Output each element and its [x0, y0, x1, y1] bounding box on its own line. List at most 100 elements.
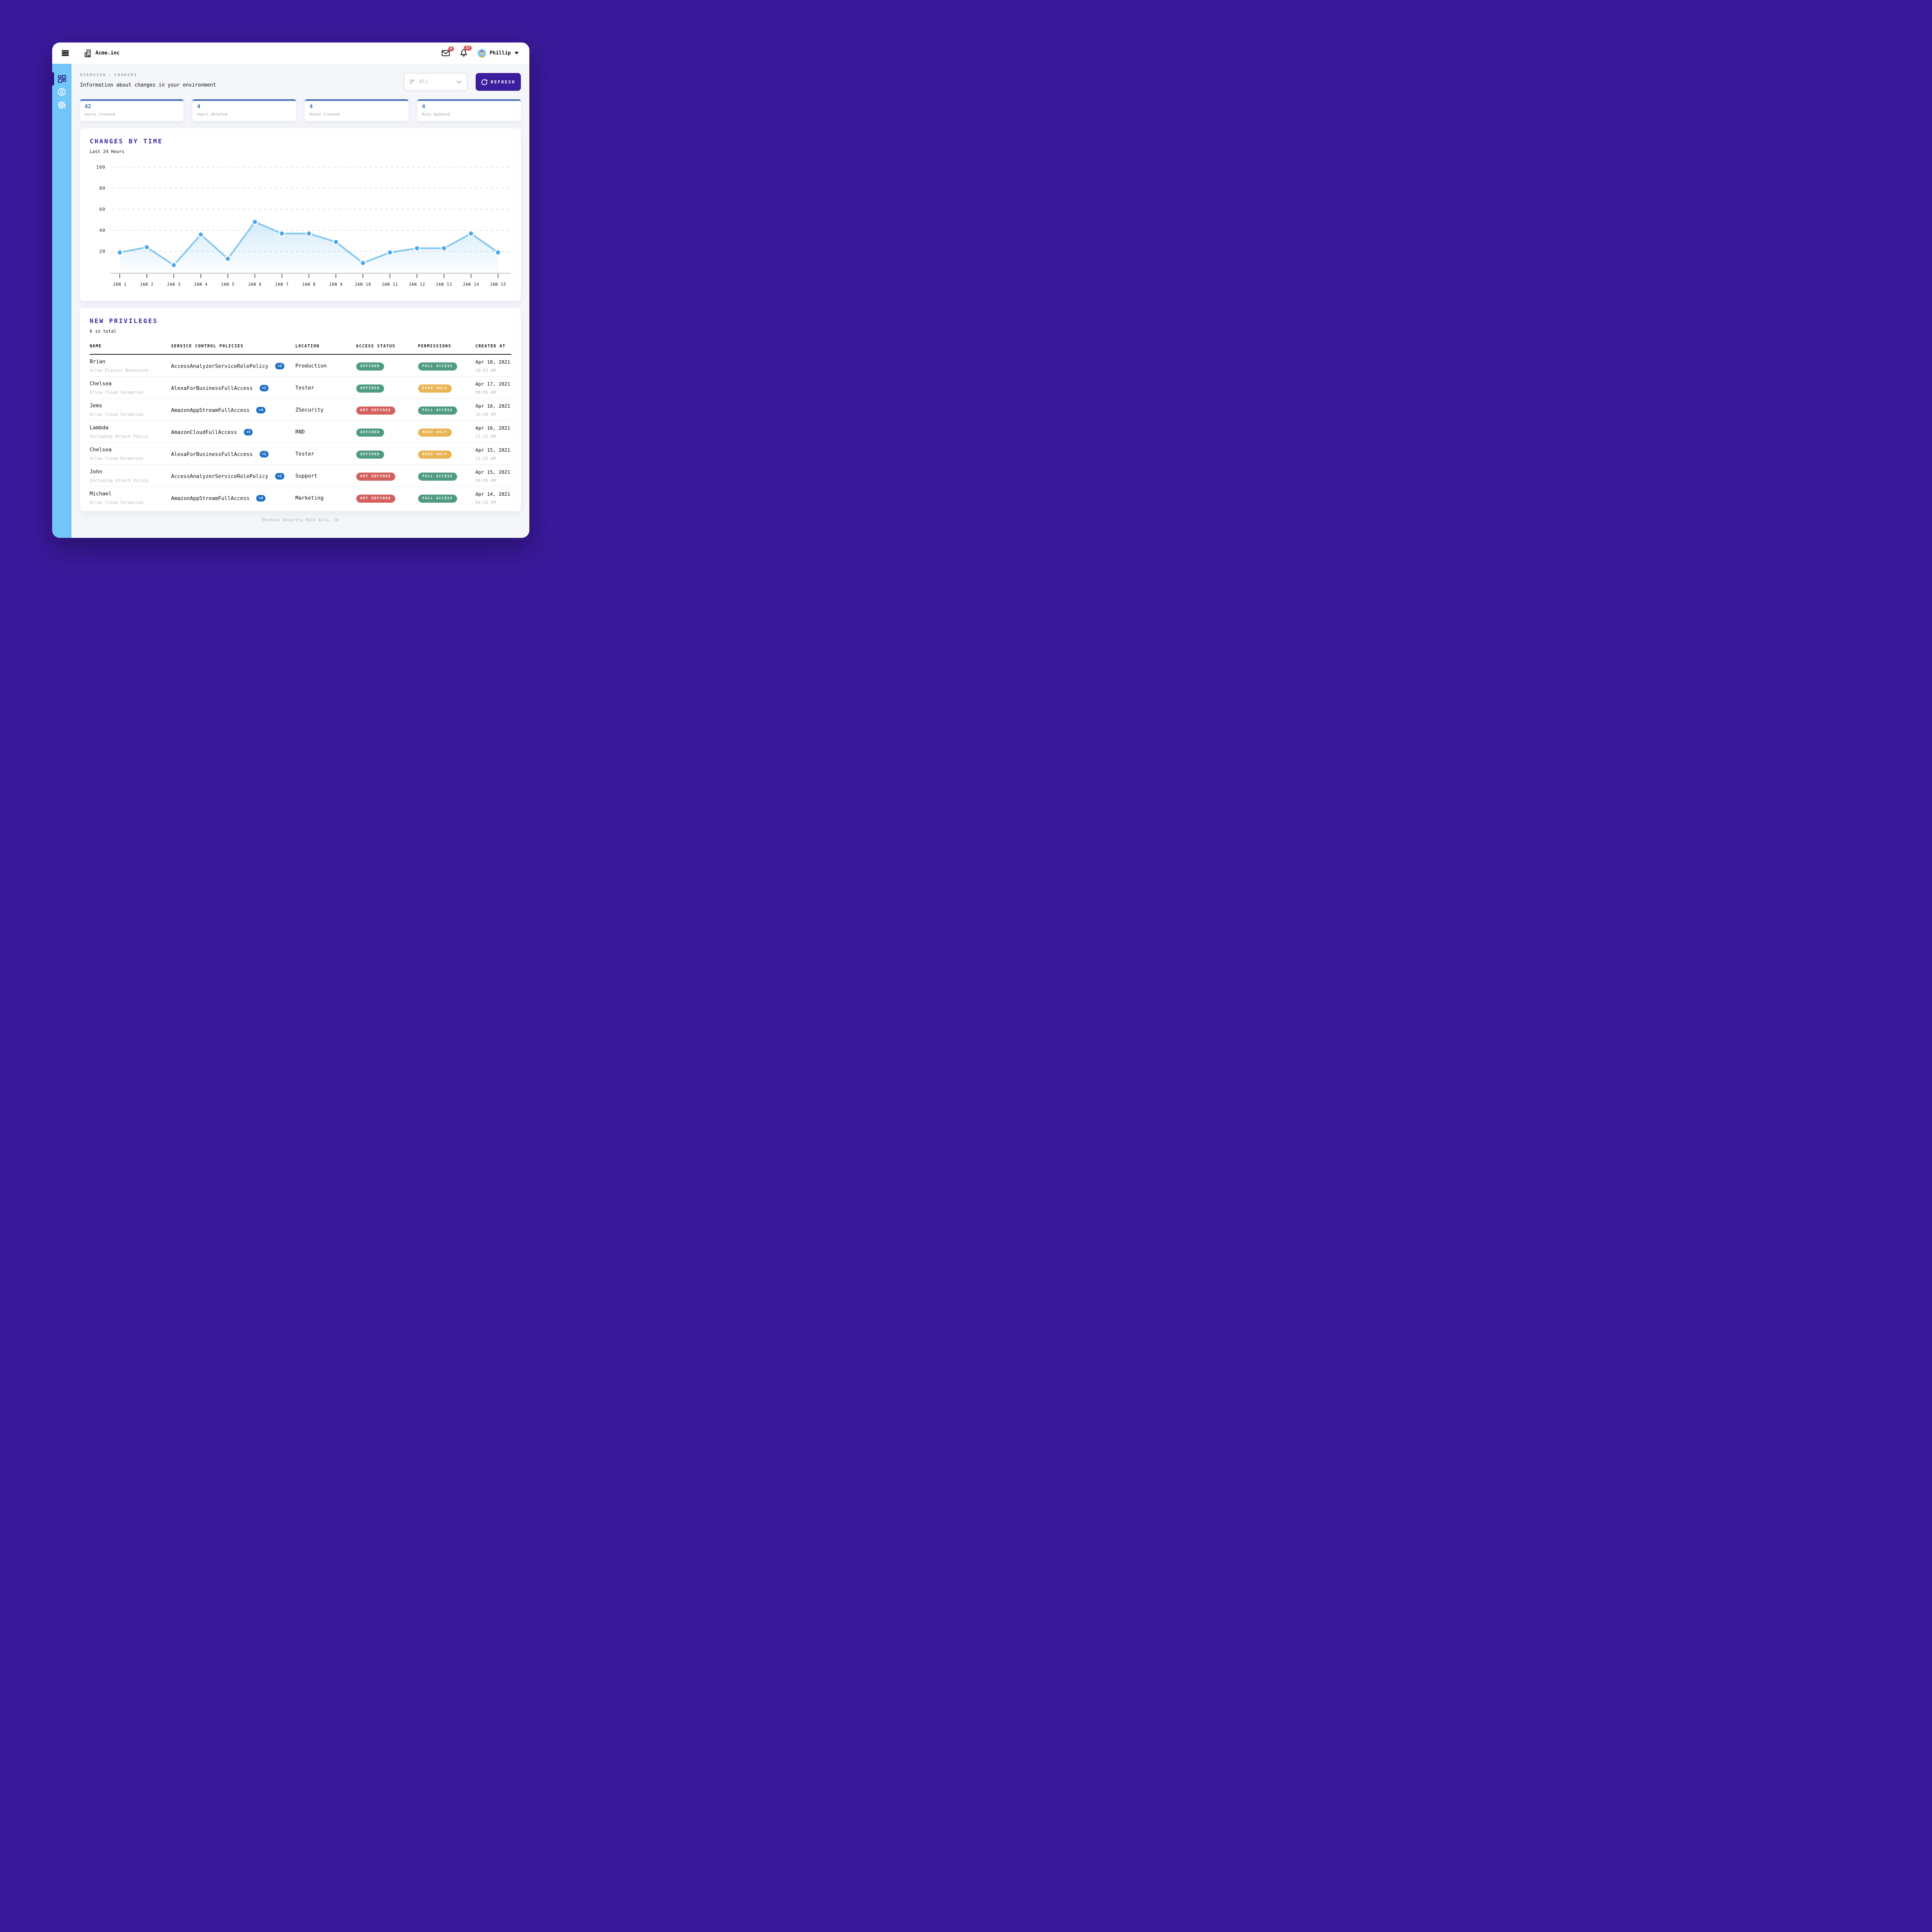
- row-subtitle: Including Attach Policy: [90, 434, 149, 439]
- row-subtitle: Including Attach Policy: [90, 478, 149, 483]
- sidebar-item-users[interactable]: [52, 85, 71, 99]
- access-status-badge: NOT DEFINED: [356, 494, 395, 503]
- refresh-label: REFRESH: [491, 79, 515, 85]
- permissions-badge: READ ONLY: [418, 384, 452, 393]
- row-created-time: 08:06 AM: [475, 389, 496, 395]
- svg-text:JAN 3: JAN 3: [167, 282, 181, 287]
- table-body: Brian Allow Elastic Beanstalk AccessAnal…: [90, 355, 511, 509]
- row-policy: AmazonCloudFullAccess: [171, 429, 237, 435]
- chart-title: CHANGES BY TIME: [90, 138, 163, 145]
- svg-text:JAN 2: JAN 2: [140, 282, 154, 287]
- stat-card-users-created: 42 Users Created: [80, 99, 184, 121]
- row-location: Support: [295, 473, 318, 479]
- stat-label: Users deleted: [197, 112, 228, 117]
- access-status-badge: NOT DEFINED: [356, 472, 395, 481]
- row-location: ZSecurity: [295, 406, 324, 413]
- row-location: Tester: [295, 451, 315, 457]
- policy-count-badge: +2: [275, 362, 284, 370]
- svg-text:JAN 10: JAN 10: [355, 282, 371, 287]
- row-location: RND: [295, 429, 305, 435]
- line-chart: 20 40 60 80 100 JAN 1 JAN 2 JAN 3 JAN 4 JAN 5 JAN …: [90, 160, 511, 289]
- stat-card-role-updated: 4 Role Updated: [417, 99, 521, 121]
- app-window: Acme.inc 4 17: [52, 43, 529, 538]
- avatar[interactable]: [478, 49, 486, 58]
- svg-text:20: 20: [99, 249, 105, 254]
- row-policy: AmazonAppStreamFullAccess: [171, 495, 250, 502]
- mail-badge: 4: [448, 46, 454, 51]
- sidebar: [52, 64, 71, 538]
- stat-card-users-deleted: 4 Users deleted: [192, 99, 296, 121]
- user-icon: [58, 88, 66, 96]
- row-created-date: Apr 18, 2021: [475, 359, 510, 365]
- hamburger-menu-icon[interactable]: [62, 50, 69, 56]
- column-header-location: LOCATION: [295, 344, 320, 349]
- access-status-badge: DEFINED: [356, 362, 384, 371]
- row-name: Brian: [90, 359, 105, 365]
- table-row: Chelsea Allow Cloud Formation AlexaForBu…: [90, 377, 511, 399]
- top-bar: Acme.inc 4 17: [52, 43, 529, 64]
- svg-text:100: 100: [96, 164, 105, 170]
- footer-text: Permiso Security Palo Alto, CA: [262, 517, 339, 522]
- row-policy: AlexaForBusinessFullAccess: [171, 385, 253, 391]
- permissions-badge: FULL ACCESS: [418, 472, 457, 481]
- bell-icon: [460, 49, 467, 57]
- gear-icon: [58, 101, 66, 109]
- stat-label: Role Updated: [422, 112, 450, 117]
- refresh-icon: [481, 79, 488, 85]
- table-row: Chelsea Allow Cloud Formation AlexaForBu…: [90, 443, 511, 465]
- active-indicator: [52, 72, 54, 85]
- row-created-date: Apr 17, 2021: [475, 381, 510, 387]
- column-header-permissions: PERMISSIONS: [418, 344, 451, 349]
- access-status-badge: DEFINED: [356, 450, 384, 459]
- row-location: Marketing: [295, 495, 324, 501]
- notifications-badge: 17: [463, 46, 472, 51]
- stat-label: Users Created: [85, 112, 115, 117]
- row-subtitle: Allow Cloud Formation: [90, 500, 144, 505]
- stat-value: 4: [310, 104, 313, 110]
- row-subtitle: Allow Cloud Formation: [90, 456, 144, 461]
- policy-count-badge: +1: [259, 384, 269, 392]
- company-logo-icon: [84, 49, 92, 58]
- svg-text:JAN 13: JAN 13: [436, 282, 452, 287]
- mail-button[interactable]: 4: [442, 46, 454, 56]
- svg-text:JAN 1: JAN 1: [113, 282, 127, 287]
- access-status-badge: DEFINED: [356, 428, 384, 437]
- access-status-badge: NOT DEFINED: [356, 406, 395, 415]
- sidebar-item-settings[interactable]: [52, 99, 71, 112]
- row-location: Tester: [295, 384, 315, 391]
- page-subtitle: Information about changes in your enviro…: [80, 82, 216, 88]
- brand: Acme.inc: [84, 49, 120, 58]
- policy-count-badge: +4: [256, 495, 265, 502]
- row-name: Michael: [90, 491, 112, 497]
- dashboard-icon: [58, 75, 66, 83]
- main-content: OVERVIEW › CHANGES Information about chang…: [71, 64, 529, 538]
- row-created-time: 10:50 AM: [475, 412, 496, 417]
- user-name[interactable]: Phillip: [490, 50, 511, 56]
- breadcrumb-overview[interactable]: OVERVIEW: [80, 73, 107, 77]
- permissions-badge: FULL ACCESS: [418, 406, 457, 415]
- permissions-badge: READ ONLY: [418, 428, 452, 437]
- row-created-time: 09:08 AM: [475, 478, 496, 483]
- breadcrumb-changes: CHANGES: [114, 73, 138, 77]
- notifications-button[interactable]: 17: [460, 46, 472, 57]
- breadcrumb-separator: ›: [109, 73, 112, 77]
- row-name: Chelsea: [90, 447, 112, 453]
- table-row: Michael Allow Cloud Formation AmazonAppS…: [90, 487, 511, 509]
- table-row: Brian Allow Elastic Beanstalk AccessAnal…: [90, 355, 511, 377]
- row-subtitle: Allow Cloud Formation: [90, 390, 144, 395]
- row-created-time: 10:03 AM: [475, 367, 496, 373]
- refresh-button[interactable]: REFRESH: [476, 73, 521, 91]
- row-subtitle: Allow Elastic Beanstalk: [90, 368, 149, 373]
- user-menu-caret-icon[interactable]: [515, 52, 519, 54]
- column-header-name: NAME: [90, 344, 102, 349]
- row-name: Chelsea: [90, 381, 112, 387]
- svg-text:JAN 5: JAN 5: [221, 282, 235, 287]
- filter-dropdown[interactable]: All: [404, 73, 468, 91]
- column-header-policies: SERVICE CONTROL POLICIES: [171, 344, 244, 349]
- stat-value: 42: [85, 104, 91, 110]
- mail-icon: [442, 50, 450, 56]
- stat-card-roles-created: 4 Roles Created: [305, 99, 408, 121]
- row-created-time: 11:22 AM: [475, 434, 496, 439]
- sidebar-item-dashboard[interactable]: [52, 72, 71, 85]
- filter-value: All: [419, 79, 429, 85]
